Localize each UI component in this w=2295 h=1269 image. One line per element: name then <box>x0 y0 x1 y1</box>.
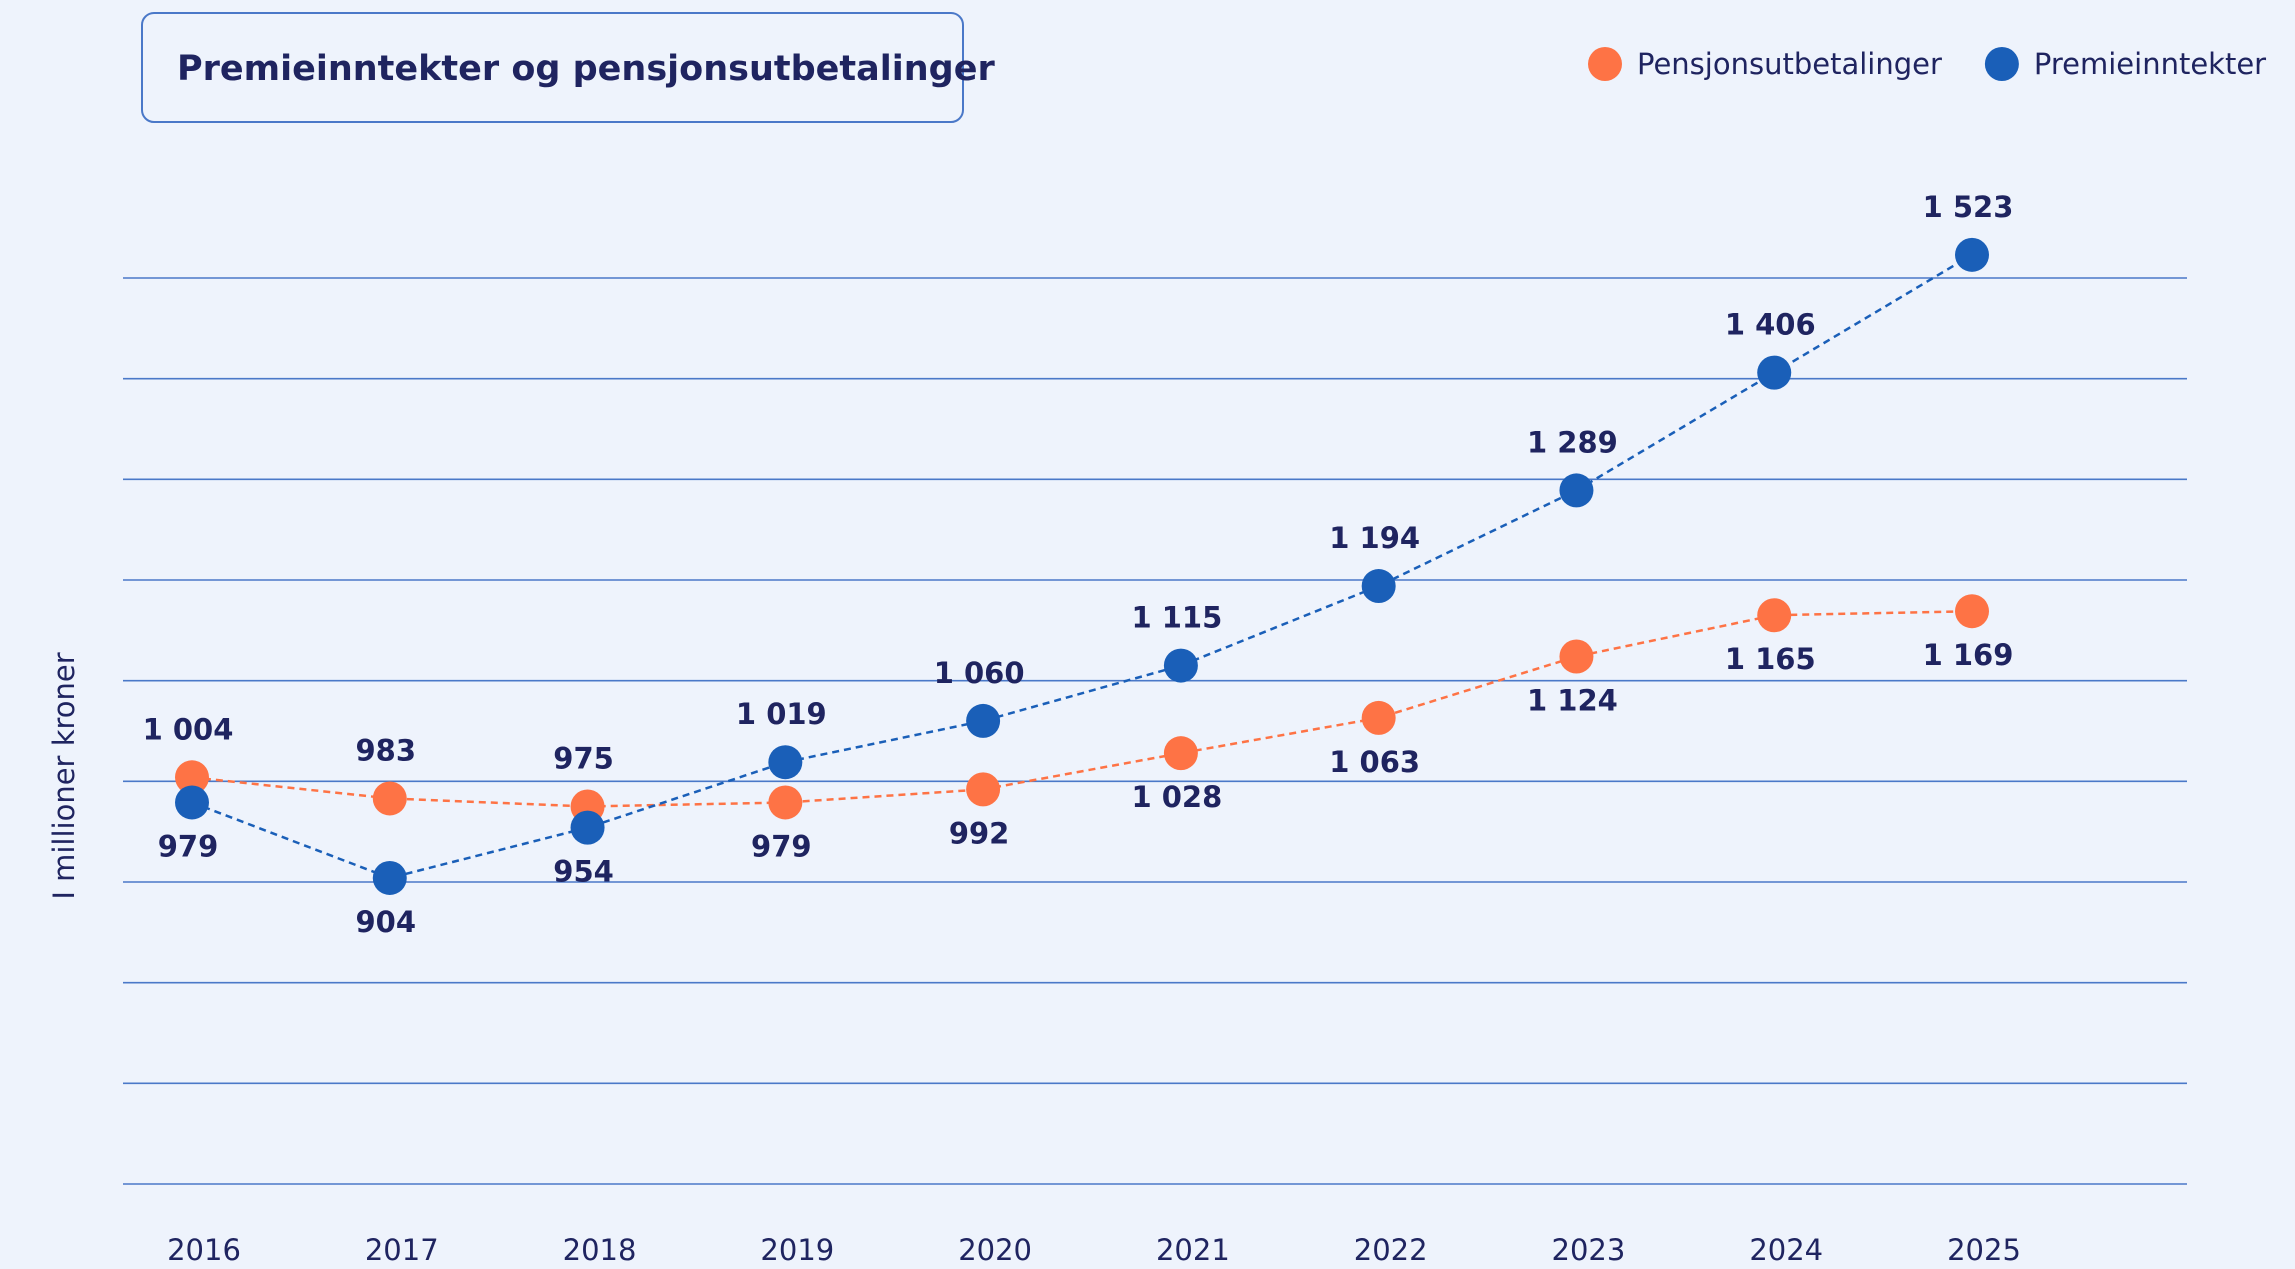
data-label: 1 019 <box>736 697 827 731</box>
data-point <box>372 860 407 895</box>
series-line <box>191 253 1973 880</box>
data-label: 904 <box>356 905 417 939</box>
data-label: 1 060 <box>934 656 1025 690</box>
x-tick-label: 2017 <box>365 1233 439 1267</box>
data-label: 979 <box>751 829 812 863</box>
data-point <box>1361 569 1396 604</box>
data-label: 1 028 <box>1131 780 1222 814</box>
chart-title: Premieinntekter og pensjonsutbetalinger <box>177 49 995 89</box>
x-tick-label: 2016 <box>167 1233 241 1267</box>
title-box <box>141 12 964 123</box>
x-tick-label: 2018 <box>563 1233 637 1267</box>
data-point <box>175 785 209 820</box>
x-tick-label: 2023 <box>1552 1233 1626 1267</box>
data-label: 1 004 <box>143 712 234 746</box>
data-label: 992 <box>949 816 1010 850</box>
data-point <box>1559 639 1594 674</box>
legend-label: Premieinntekter <box>2034 47 2266 81</box>
x-tick-label: 2020 <box>958 1233 1032 1267</box>
data-label: 1 063 <box>1329 745 1420 779</box>
x-tick-label: 2024 <box>1749 1233 1823 1267</box>
data-point <box>966 772 1001 807</box>
data-point <box>1559 473 1594 508</box>
legend-marker <box>1588 47 1622 81</box>
data-point <box>372 781 407 816</box>
data-label: 1 165 <box>1725 642 1816 676</box>
data-label: 979 <box>158 829 219 863</box>
data-point <box>1955 594 1989 629</box>
data-label: 983 <box>356 733 417 767</box>
data-point <box>1361 700 1396 735</box>
y-axis-label: I millioner kroner <box>47 652 81 899</box>
data-label: 1 169 <box>1923 638 2014 672</box>
data-label: 1 115 <box>1131 601 1222 635</box>
x-tick-label: 2021 <box>1156 1233 1230 1267</box>
data-point <box>1757 355 1792 390</box>
data-label: 954 <box>553 855 614 889</box>
data-point <box>966 703 1001 738</box>
data-point <box>1163 736 1198 771</box>
data-label: 1 194 <box>1329 521 1420 555</box>
data-point <box>1757 598 1792 633</box>
data-point <box>570 810 605 845</box>
x-tick-label: 2019 <box>760 1233 834 1267</box>
data-point <box>1163 648 1198 683</box>
data-point <box>768 745 803 780</box>
x-tick-label: 2025 <box>1947 1233 2021 1267</box>
data-label: 1 124 <box>1527 684 1618 718</box>
data-label: 1 523 <box>1923 190 2014 224</box>
data-point <box>1955 237 1989 272</box>
data-label: 1 406 <box>1725 308 1816 342</box>
data-label: 1 289 <box>1527 425 1618 459</box>
legend-label: Pensjonsutbetalinger <box>1637 47 1942 81</box>
series-line <box>191 609 1973 808</box>
x-tick-label: 2022 <box>1354 1233 1428 1267</box>
data-label: 975 <box>553 742 614 776</box>
data-point <box>768 785 803 820</box>
legend-marker <box>1984 47 2019 81</box>
data-point <box>175 760 209 795</box>
